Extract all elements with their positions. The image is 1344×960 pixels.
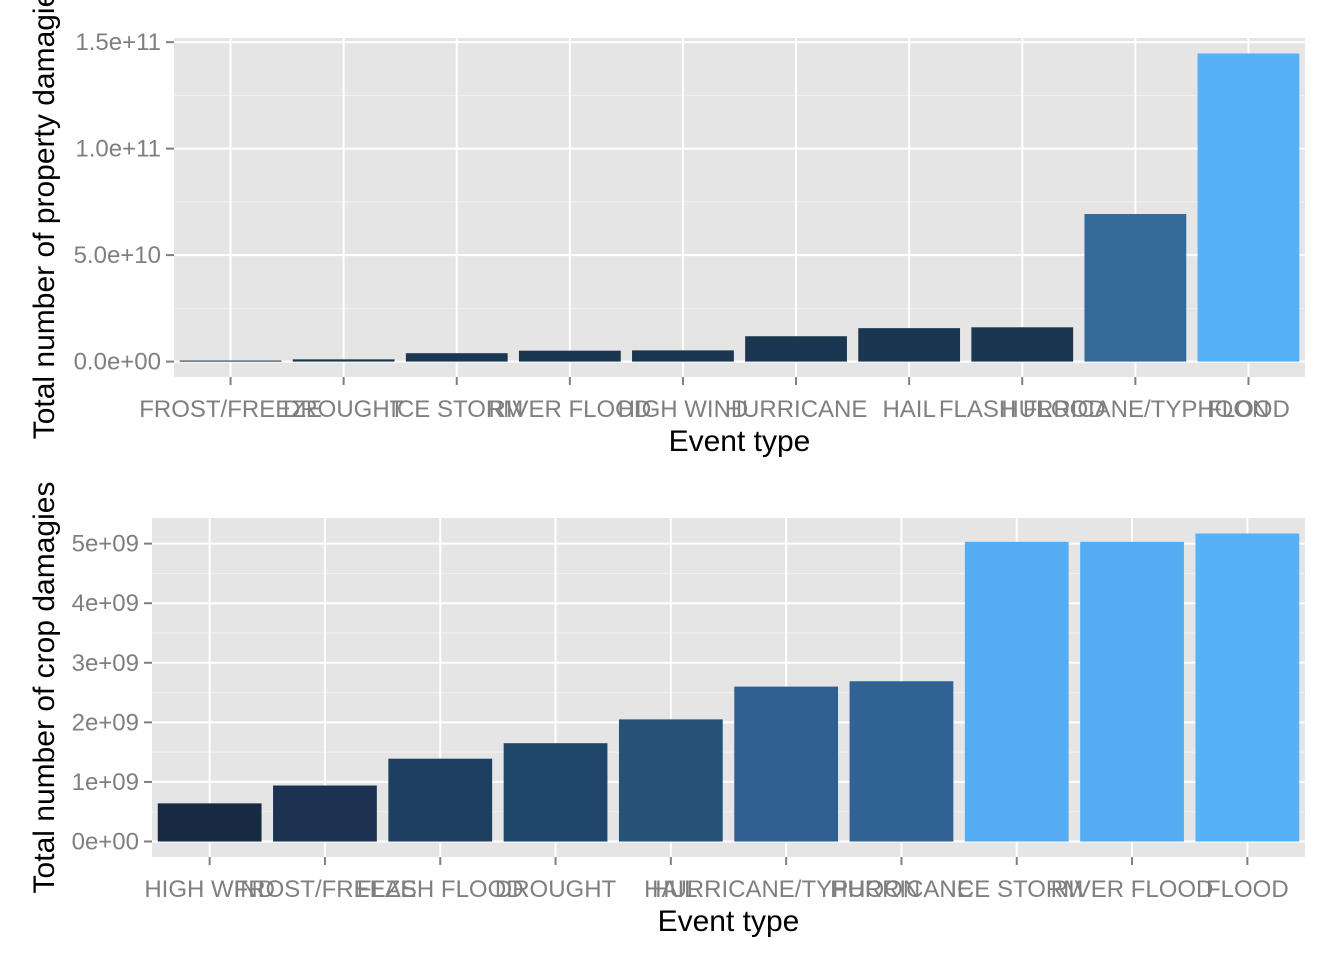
chart-panel-1: 0.0e+00 5.0e+10 1.0e+11 1.5e+11 FROST/FREEZE…: [28, 0, 1305, 458]
bar-hail: [618, 719, 723, 842]
bar-flood: [1195, 533, 1300, 842]
y-tick-label: 1.5e+11: [75, 29, 161, 56]
x-axis-title: Event type: [658, 905, 800, 938]
bar-hurricane: [849, 681, 954, 842]
x-tick-label: HURRICANE: [725, 396, 868, 423]
x-tick-label: HAIL: [644, 876, 697, 903]
x-tick-label: ICE STORM: [950, 876, 1083, 903]
y-tick-label: 3e+09: [72, 650, 139, 677]
bar-high-wind: [157, 803, 262, 842]
bar-frost-freeze: [179, 360, 282, 362]
x-tick-label: FLOOD: [1207, 396, 1290, 423]
y-tick-label: 2e+09: [72, 709, 139, 736]
x-tick-label: HURRICANE/TYPHOON: [1001, 396, 1269, 423]
bar-hurricane-typhoon: [734, 686, 839, 842]
x-tick-label: DROUGHT: [283, 396, 405, 423]
y-tick-label: 5e+09: [72, 531, 139, 558]
x-tick-label: HAIL: [882, 396, 935, 423]
x-tick-label: HURRICANE/TYPHOON: [652, 876, 920, 903]
x-tick-label: FROST/FREEZE: [139, 396, 322, 423]
bar-ice-storm: [405, 353, 508, 362]
y-axis-title: Total number of crop damagies: [28, 482, 61, 894]
y-tick-label: 0e+00: [72, 829, 139, 856]
x-tick-label: HIGH WIND: [144, 876, 275, 903]
y-tick-label: 0.0e+00: [74, 349, 161, 376]
bar-hurricane-typhoon: [1084, 214, 1187, 362]
x-tick-label: RIVER FLOOD: [488, 396, 651, 423]
x-axis-title: Event type: [669, 425, 811, 458]
bar-ice-storm: [964, 541, 1069, 842]
y-axis-title: Total number of property damagies: [28, 0, 61, 439]
y-tick-label: 1e+09: [72, 769, 139, 796]
x-tick-label: FLOOD: [1206, 876, 1289, 903]
x-tick-label: HIGH WIND: [618, 396, 749, 423]
bar-river-flood: [518, 350, 621, 362]
bar-frost-freeze: [273, 785, 377, 842]
bar-flood: [1197, 53, 1300, 362]
bar-high-wind: [632, 350, 734, 362]
x-tick-label: HURRICANE: [830, 876, 973, 903]
bar-drought: [503, 743, 608, 842]
bar-flash-flood: [971, 327, 1074, 362]
x-tick-label: DROUGHT: [495, 876, 617, 903]
x-tick-label: FROST/FREEZE: [234, 876, 417, 903]
y-tick-label: 5.0e+10: [74, 242, 161, 269]
y-tick-label: 1.0e+11: [75, 136, 161, 163]
bar-flash-flood: [388, 758, 493, 842]
y-tick-label: 4e+09: [72, 590, 139, 617]
bar-drought: [292, 359, 395, 362]
bar-hail: [858, 328, 961, 362]
bar-river-flood: [1080, 541, 1184, 842]
x-tick-label: FLASH FLOOD: [357, 876, 524, 903]
x-tick-label: FLASH FLOOD: [939, 396, 1106, 423]
x-tick-label: RIVER FLOOD: [1051, 876, 1214, 903]
bar-hurricane: [745, 336, 847, 362]
x-tick-label: ICE STORM: [390, 396, 523, 423]
